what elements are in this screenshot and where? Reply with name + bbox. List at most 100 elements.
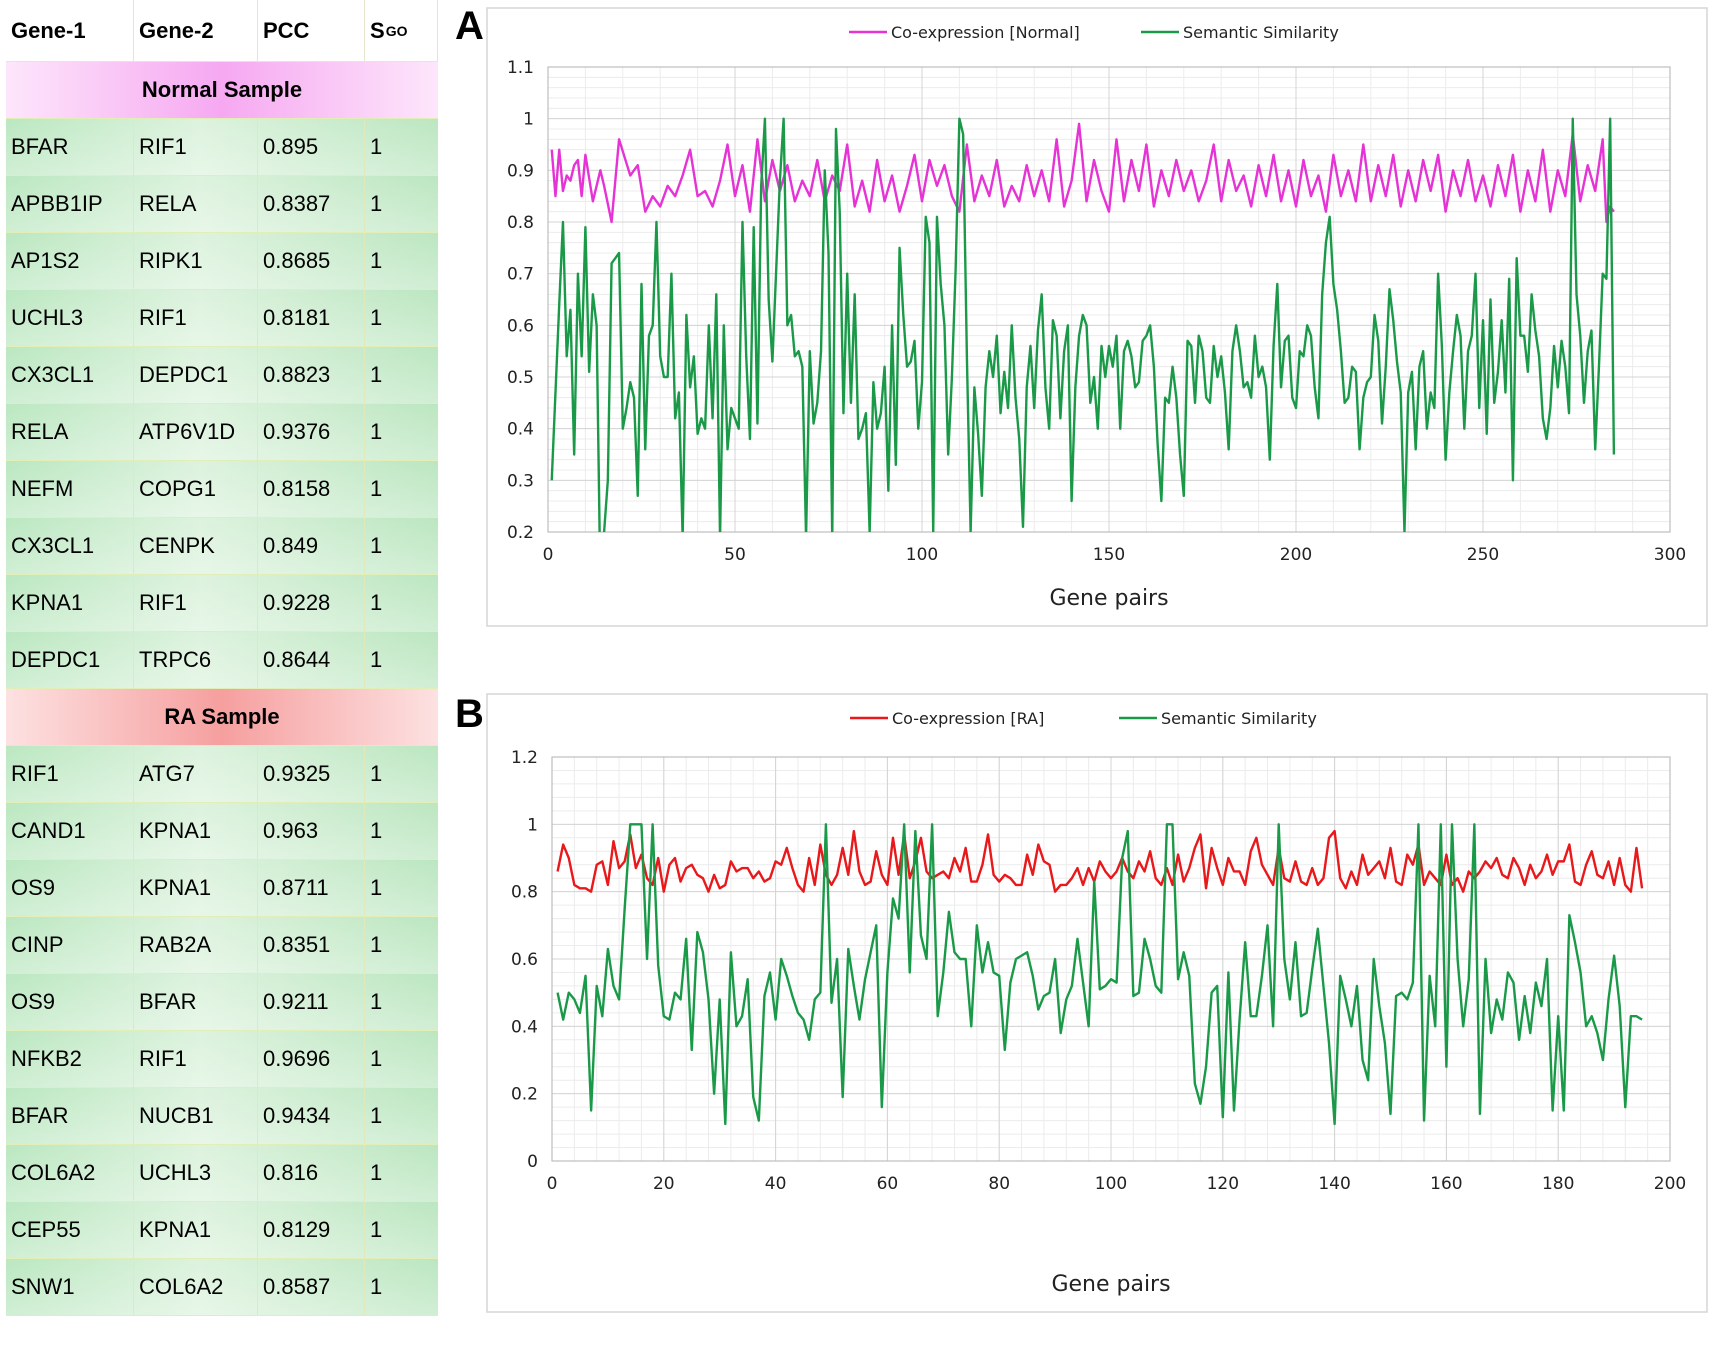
normal-cell-gene1: APBB1IP: [6, 176, 134, 232]
y-tick-label: 0.7: [507, 265, 534, 285]
x-tick-label: 0: [547, 1174, 558, 1194]
series-line-coexpression: [550, 122, 1615, 224]
ra-row: COL6A2 UCHL3 0.816 1: [6, 1145, 438, 1202]
x-axis-label: Gene pairs: [1049, 586, 1168, 611]
y-tick-label: 1: [527, 815, 538, 835]
y-tick-label: 1.1: [507, 58, 534, 78]
x-tick-label: 140: [1318, 1174, 1350, 1194]
normal-cell-pcc: 0.849: [258, 518, 365, 574]
normal-row: UCHL3 RIF1 0.8181 1: [6, 290, 438, 347]
ra-cell-sgo: 1: [365, 746, 438, 802]
plot-area: [551, 756, 1671, 1162]
gene-pair-table: Gene-1 Gene-2 PCC S GO Normal Sample BFAR…: [6, 0, 438, 1316]
x-tick-label: 0: [543, 545, 554, 565]
y-tick-label: 0.9: [507, 161, 534, 181]
x-tick-label: 300: [1654, 545, 1686, 565]
legend: Co-expression [Normal] Semantic Similarit…: [849, 23, 1339, 42]
ra-cell-pcc: 0.8587: [258, 1259, 365, 1315]
x-tick-label: 120: [1207, 1174, 1239, 1194]
normal-cell-gene2: RIF1: [134, 575, 258, 631]
normal-cell-gene1: BFAR: [6, 119, 134, 175]
ra-cell-gene2: UCHL3: [134, 1145, 258, 1201]
x-tick-label: 200: [1280, 545, 1312, 565]
ra-cell-gene2: KPNA1: [134, 1202, 258, 1258]
normal-row: KPNA1 RIF1 0.9228 1: [6, 575, 438, 632]
normal-cell-sgo: 1: [365, 518, 438, 574]
ra-cell-pcc: 0.9434: [258, 1088, 365, 1144]
normal-cell-gene1: CX3CL1: [6, 518, 134, 574]
ra-cell-pcc: 0.8129: [258, 1202, 365, 1258]
header-sgo: S GO: [365, 0, 438, 61]
ra-rows: RIF1 ATG7 0.9325 1 CAND1 KPNA1 0.963 1 OS9 KPNA1 0…: [6, 746, 438, 1316]
normal-cell-gene1: KPNA1: [6, 575, 134, 631]
ra-cell-pcc: 0.9211: [258, 974, 365, 1030]
y-tick-label: 0.2: [511, 1085, 538, 1105]
normal-row: CX3CL1 DEPDC1 0.8823 1: [6, 347, 438, 404]
normal-cell-sgo: 1: [365, 575, 438, 631]
normal-row: APBB1IP RELA 0.8387 1: [6, 176, 438, 233]
ra-cell-pcc: 0.8351: [258, 917, 365, 973]
header-gene2: Gene-2: [134, 0, 258, 61]
y-tick-label: 0.6: [507, 316, 534, 336]
ra-row: RIF1 ATG7 0.9325 1: [6, 746, 438, 803]
y-tick-label: 0: [527, 1152, 538, 1172]
normal-cell-gene1: AP1S2: [6, 233, 134, 289]
y-tick-label: 0.4: [507, 420, 534, 440]
ra-cell-pcc: 0.963: [258, 803, 365, 859]
ra-cell-sgo: 1: [365, 803, 438, 859]
ra-cell-gene2: ATG7: [134, 746, 258, 802]
normal-cell-gene2: ATP6V1D: [134, 404, 258, 460]
ra-cell-gene2: COL6A2: [134, 1259, 258, 1315]
ra-cell-gene1: OS9: [6, 860, 134, 916]
normal-cell-gene2: RIF1: [134, 119, 258, 175]
ra-row: OS9 KPNA1 0.8711 1: [6, 860, 438, 917]
ra-cell-gene2: RIF1: [134, 1031, 258, 1087]
ra-cell-sgo: 1: [365, 917, 438, 973]
ra-cell-gene1: COL6A2: [6, 1145, 134, 1201]
y-tick-label: 0.8: [511, 883, 538, 903]
normal-row: DEPDC1 TRPC6 0.8644 1: [6, 632, 438, 689]
ra-row: SNW1 COL6A2 0.8587 1: [6, 1259, 438, 1316]
normal-cell-gene1: UCHL3: [6, 290, 134, 346]
legend-label: Semantic Similarity: [1183, 23, 1339, 42]
ra-cell-gene1: NFKB2: [6, 1031, 134, 1087]
plot-area: [547, 66, 1671, 533]
header-sgo-sub: GO: [385, 22, 408, 39]
y-tick-label: 0.8: [507, 213, 534, 233]
ra-cell-sgo: 1: [365, 1088, 438, 1144]
ra-cell-gene2: NUCB1: [134, 1088, 258, 1144]
normal-cell-sgo: 1: [365, 233, 438, 289]
normal-row: RELA ATP6V1D 0.9376 1: [6, 404, 438, 461]
x-tick-label: 100: [1095, 1174, 1127, 1194]
ra-cell-pcc: 0.9696: [258, 1031, 365, 1087]
normal-row: CX3CL1 CENPK 0.849 1: [6, 518, 438, 575]
normal-cell-pcc: 0.8685: [258, 233, 365, 289]
normal-cell-gene1: CX3CL1: [6, 347, 134, 403]
section-ra-sample: RA Sample: [6, 689, 438, 746]
ra-cell-gene1: RIF1: [6, 746, 134, 802]
normal-cell-pcc: 0.8181: [258, 290, 365, 346]
ra-cell-pcc: 0.8711: [258, 860, 365, 916]
chart-b: 0 20 40 60 80 100 120 140 160 180 200 0 0.2 0.4 0.6 0.8…: [486, 693, 1708, 1313]
panel-letter-a: A: [455, 4, 484, 48]
ra-cell-gene1: CAND1: [6, 803, 134, 859]
chart-a: 0 50 100 150 200 250 300 0.2 0.3 0.4 0.5 0.6 0.7 0.8 0…: [486, 7, 1708, 627]
normal-cell-gene2: RELA: [134, 176, 258, 232]
normal-cell-gene2: DEPDC1: [134, 347, 258, 403]
ra-row: OS9 BFAR 0.9211 1: [6, 974, 438, 1031]
ra-cell-gene1: CEP55: [6, 1202, 134, 1258]
legend-label: Semantic Similarity: [1161, 709, 1317, 728]
normal-cell-sgo: 1: [365, 176, 438, 232]
ra-row: NFKB2 RIF1 0.9696 1: [6, 1031, 438, 1088]
normal-cell-gene2: CENPK: [134, 518, 258, 574]
ra-cell-pcc: 0.9325: [258, 746, 365, 802]
ra-cell-gene1: CINP: [6, 917, 134, 973]
x-tick-label: 80: [988, 1174, 1010, 1194]
legend-label: Co-expression [Normal]: [891, 23, 1080, 42]
normal-cell-gene2: COPG1: [134, 461, 258, 517]
normal-row: NEFM COPG1 0.8158 1: [6, 461, 438, 518]
header-sgo-main: S: [370, 17, 385, 43]
table-header: Gene-1 Gene-2 PCC S GO: [6, 0, 438, 62]
x-tick-label: 40: [765, 1174, 787, 1194]
ra-cell-gene1: OS9: [6, 974, 134, 1030]
